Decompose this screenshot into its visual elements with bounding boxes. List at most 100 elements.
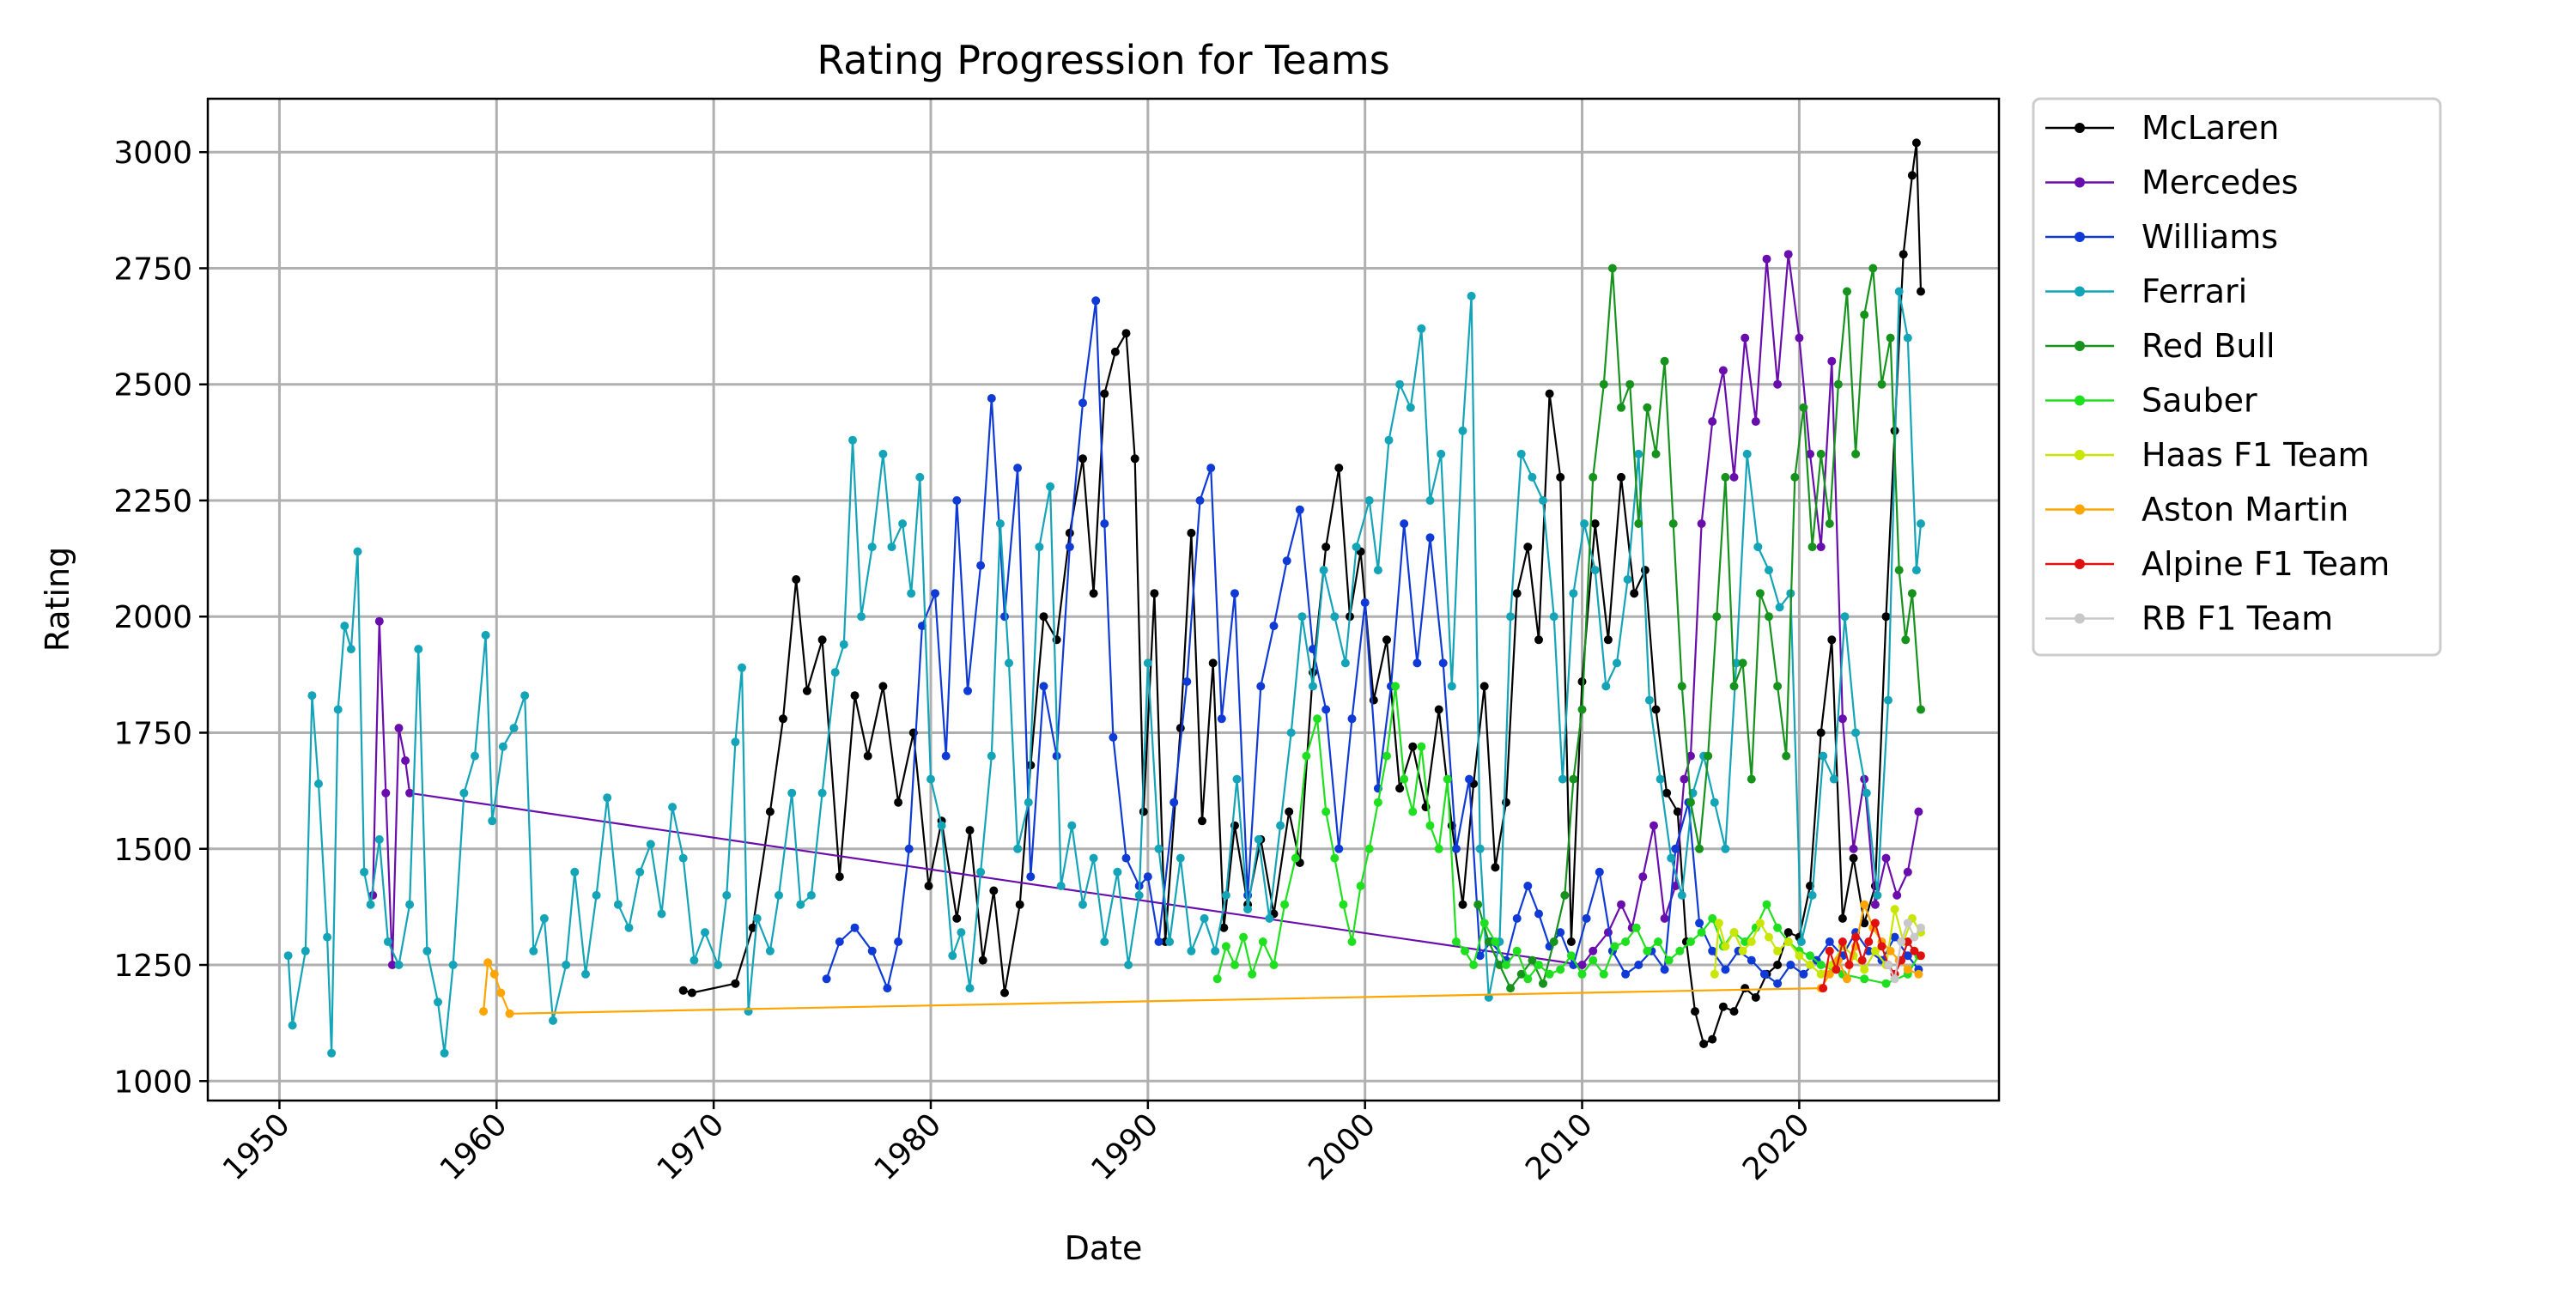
data-point-mclaren: [1651, 705, 1661, 714]
data-point-ferrari: [1154, 844, 1163, 853]
data-point-ferrari: [288, 1021, 297, 1030]
legend-label-haas-f1-team: Haas F1 Team: [2142, 436, 2370, 474]
legend-marker-williams: [2075, 232, 2085, 242]
data-point-williams: [976, 561, 986, 570]
data-point-ferrari: [360, 867, 369, 876]
data-point-mclaren: [1523, 543, 1533, 552]
data-point-ferrari: [405, 900, 415, 909]
data-point-red-bull: [1686, 798, 1695, 807]
data-point-ferrari: [1765, 566, 1773, 575]
data-point-ferrari: [1340, 658, 1350, 668]
data-point-haas-f1-team: [1806, 961, 1814, 969]
data-point-williams: [1786, 961, 1795, 969]
data-point-sauber: [1686, 937, 1695, 946]
data-point-red-bull: [1721, 472, 1730, 482]
data-point-williams: [1282, 556, 1291, 566]
data-point-ferrari: [1590, 566, 1600, 575]
data-point-sauber: [1762, 900, 1771, 909]
data-point-red-bull: [1712, 612, 1722, 622]
data-point-sauber: [1741, 937, 1750, 946]
data-point-williams: [1309, 645, 1317, 654]
data-point-mercedes: [1649, 821, 1658, 830]
data-point-ferrari: [1807, 890, 1817, 900]
data-point-mclaren: [1630, 589, 1639, 598]
legend-item-ferrari: Ferrari: [2045, 273, 2247, 311]
y-tick-label: 2000: [113, 600, 192, 635]
data-point-haas-f1-team: [1747, 937, 1756, 946]
data-point-ferrari: [1580, 519, 1589, 528]
data-point-aston-martin: [489, 969, 499, 979]
data-point-ferrari: [422, 946, 432, 955]
data-point-sauber: [1364, 844, 1374, 853]
legend-marker-aston-martin: [2075, 504, 2085, 515]
data-point-red-bull: [1549, 937, 1558, 946]
data-point-mercedes: [1914, 807, 1923, 816]
x-tick-label: 1980: [868, 1107, 949, 1187]
data-point-williams: [1475, 951, 1485, 961]
data-point-ferrari: [1710, 798, 1719, 807]
data-point-red-bull: [1695, 844, 1704, 853]
legend-item-rb-f1-team: RB F1 Team: [2045, 600, 2333, 638]
data-point-red-bull: [1907, 589, 1917, 598]
data-point-ferrari: [1911, 566, 1921, 575]
data-point-mclaren: [1699, 1040, 1709, 1048]
data-point-mclaren: [1408, 742, 1418, 751]
data-point-ferrari: [878, 449, 888, 458]
data-point-mclaren: [1827, 635, 1837, 645]
series-williams: [822, 296, 1923, 993]
data-point-red-bull: [1747, 774, 1756, 784]
data-point-sauber: [1321, 807, 1331, 816]
data-point-mclaren: [1899, 250, 1908, 259]
data-point-ferrari: [1134, 890, 1144, 900]
data-point-mercedes: [1741, 333, 1750, 343]
data-point-ferrari: [366, 900, 375, 909]
data-point-red-bull: [1807, 543, 1817, 552]
data-point-mclaren: [817, 635, 827, 645]
data-point-aston-martin: [1860, 900, 1869, 909]
data-point-ferrari: [1516, 449, 1526, 458]
legend-label-mercedes: Mercedes: [2142, 164, 2299, 202]
data-point-red-bull: [1877, 379, 1886, 389]
data-point-ferrari: [1165, 937, 1175, 946]
data-point-williams: [952, 496, 962, 505]
data-point-ferrari: [1467, 291, 1476, 300]
data-point-ferrari: [787, 788, 797, 798]
data-point-williams: [941, 751, 951, 761]
data-point-ferrari: [898, 519, 908, 528]
x-tick-label: 1950: [216, 1107, 297, 1187]
data-point-sauber: [1621, 937, 1631, 946]
data-point-ferrari: [1549, 612, 1558, 622]
data-point-williams: [1195, 496, 1205, 505]
data-point-red-bull: [1755, 589, 1765, 598]
data-point-mclaren: [1321, 543, 1331, 552]
data-point-williams: [1256, 682, 1266, 691]
data-point-ferrari: [592, 890, 601, 900]
data-point-williams: [1721, 965, 1730, 974]
data-point-sauber: [1697, 928, 1706, 937]
data-point-sauber: [1230, 961, 1239, 969]
data-point-ferrari: [1078, 900, 1087, 909]
series-line-alpine-f1-team: [1822, 922, 1922, 989]
data-point-haas-f1-team: [1729, 928, 1739, 937]
data-point-sauber: [1425, 821, 1435, 830]
data-point-williams: [1347, 714, 1357, 724]
data-point-ferrari: [690, 955, 699, 965]
data-point-ferrari: [1894, 287, 1904, 296]
data-point-alpine-f1-team: [1844, 961, 1854, 969]
data-point-alpine-f1-team: [1877, 942, 1886, 951]
data-point-red-bull: [1917, 705, 1925, 714]
data-point-ferrari: [915, 472, 925, 482]
data-point-ferrari: [283, 951, 293, 961]
data-point-ferrari: [867, 543, 877, 552]
data-point-ferrari: [613, 900, 623, 909]
data-point-mclaren: [1907, 171, 1917, 180]
data-point-ferrari: [1851, 728, 1861, 737]
y-tick-label: 2750: [113, 252, 192, 287]
data-point-ferrari: [509, 724, 519, 733]
data-point-ferrari: [1005, 658, 1013, 668]
data-point-ferrari: [1276, 821, 1285, 830]
data-point-williams: [1206, 464, 1216, 473]
data-point-williams: [1321, 705, 1331, 714]
data-point-mercedes: [1773, 379, 1783, 389]
data-point-ferrari: [488, 816, 497, 826]
